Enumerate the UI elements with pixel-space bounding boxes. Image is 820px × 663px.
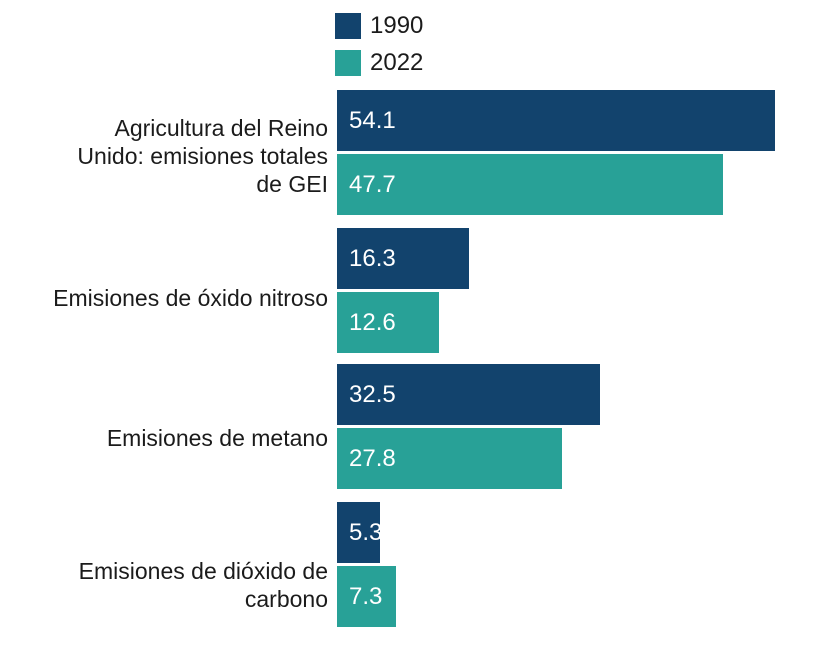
bar-1990-group-3: 32.5 [337,364,600,425]
bar-1990-group-4: 5.3 [337,502,383,563]
category-label: Emisiones de metano [107,424,328,452]
legend-swatch-2022-icon [335,50,361,76]
category-label: Emisiones de óxido nitroso [53,284,328,312]
category-label-line: Emisiones de óxido nitroso [53,285,328,311]
legend-label-1990: 1990 [370,12,424,39]
bar-1990-group-1: 54.1 [337,90,775,151]
category-label-line: carbono [244,586,328,612]
bar-2022-group-4: 7.3 [337,566,396,627]
bar-value-label: 7.3 [349,582,383,610]
legend-swatch-1990-icon [335,13,361,39]
bar-2022-group-1: 47.7 [337,154,723,215]
bar-1990-group-2: 16.3 [337,228,469,289]
bar-value-label: 12.6 [349,308,396,336]
bar-value-label: 27.8 [349,444,396,472]
category-label-line: Emisiones de metano [106,425,328,451]
legend-label-2022: 2022 [370,49,424,76]
bar-value-label: 54.1 [349,106,396,134]
category-label: Agricultura del Reino Unido: emisiones to… [77,114,328,198]
category-label-line: de GEI [256,171,328,197]
category-label-line: Agricultura del Reino [114,115,328,141]
legend-item-1990: 1990 [335,13,423,39]
legend-item-2022: 2022 [335,50,423,76]
category-label-line: Emisiones de dióxido de [78,558,328,584]
bar-value-label: 47.7 [349,170,396,198]
bar-value-label: 16.3 [349,244,396,272]
bar-value-label: 5.3 [349,518,383,546]
chart-legend: 1990 2022 [335,13,423,87]
bar-value-label: 32.5 [349,380,396,408]
category-label: Emisiones de dióxido de carbono [79,557,328,613]
category-label-line: Unido: emisiones totales [77,143,328,169]
bar-2022-group-2: 12.6 [337,292,439,353]
bar-2022-group-3: 27.8 [337,428,562,489]
